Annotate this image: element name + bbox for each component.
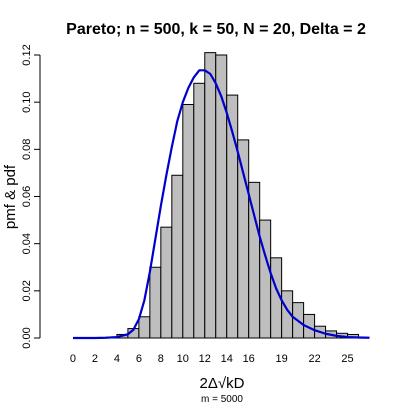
histogram-bar xyxy=(182,104,195,339)
x-tick-label: 12 xyxy=(199,353,211,365)
y-tick-label: 0.04 xyxy=(21,233,33,254)
x-tick-label: 22 xyxy=(308,353,320,365)
chart-title: Pareto; n = 500, k = 50, N = 20, Delta =… xyxy=(66,21,366,38)
histogram-bar xyxy=(149,266,162,339)
y-tick-label: 0.10 xyxy=(21,91,33,112)
histogram-bar xyxy=(193,82,206,339)
y-tick-label: 0.02 xyxy=(21,280,33,301)
y-axis-label: pmf & pdf xyxy=(2,164,19,229)
x-axis: 0 2 4 6 8 10 12 14 16 19 22 25 xyxy=(70,353,354,365)
y-axis: 0.00 0.02 0.04 0.06 0.08 0.10 0.12 xyxy=(21,44,41,349)
y-tick-label: 0.12 xyxy=(21,44,33,65)
histogram-bar xyxy=(160,226,173,339)
histogram-bar xyxy=(171,174,184,339)
histogram-bar xyxy=(259,219,272,339)
x-tick-label: 2 xyxy=(92,353,98,365)
sample-size-note: m = 5000 xyxy=(201,394,243,405)
x-tick-label: 25 xyxy=(341,353,353,365)
x-axis-label: 2Δ√kD xyxy=(200,375,245,392)
histogram-bar xyxy=(248,181,261,339)
density-curve-layer xyxy=(72,69,370,340)
x-tick-label: 19 xyxy=(276,353,288,365)
x-tick-label: 4 xyxy=(114,353,120,365)
x-tick-label: 0 xyxy=(70,353,76,365)
histogram-bar xyxy=(138,316,151,339)
histogram-bar xyxy=(204,52,217,339)
density-curve xyxy=(72,69,370,340)
x-tick-label: 16 xyxy=(243,353,255,365)
x-tick-label: 14 xyxy=(221,353,233,365)
y-tick-label: 0.08 xyxy=(21,139,33,160)
bars xyxy=(105,52,360,339)
x-tick-label: 8 xyxy=(158,353,164,365)
x-tick-label: 6 xyxy=(136,353,142,365)
x-tick-label: 10 xyxy=(177,353,189,365)
y-tick-label: 0.00 xyxy=(21,327,33,348)
y-tick-label: 0.06 xyxy=(21,186,33,207)
